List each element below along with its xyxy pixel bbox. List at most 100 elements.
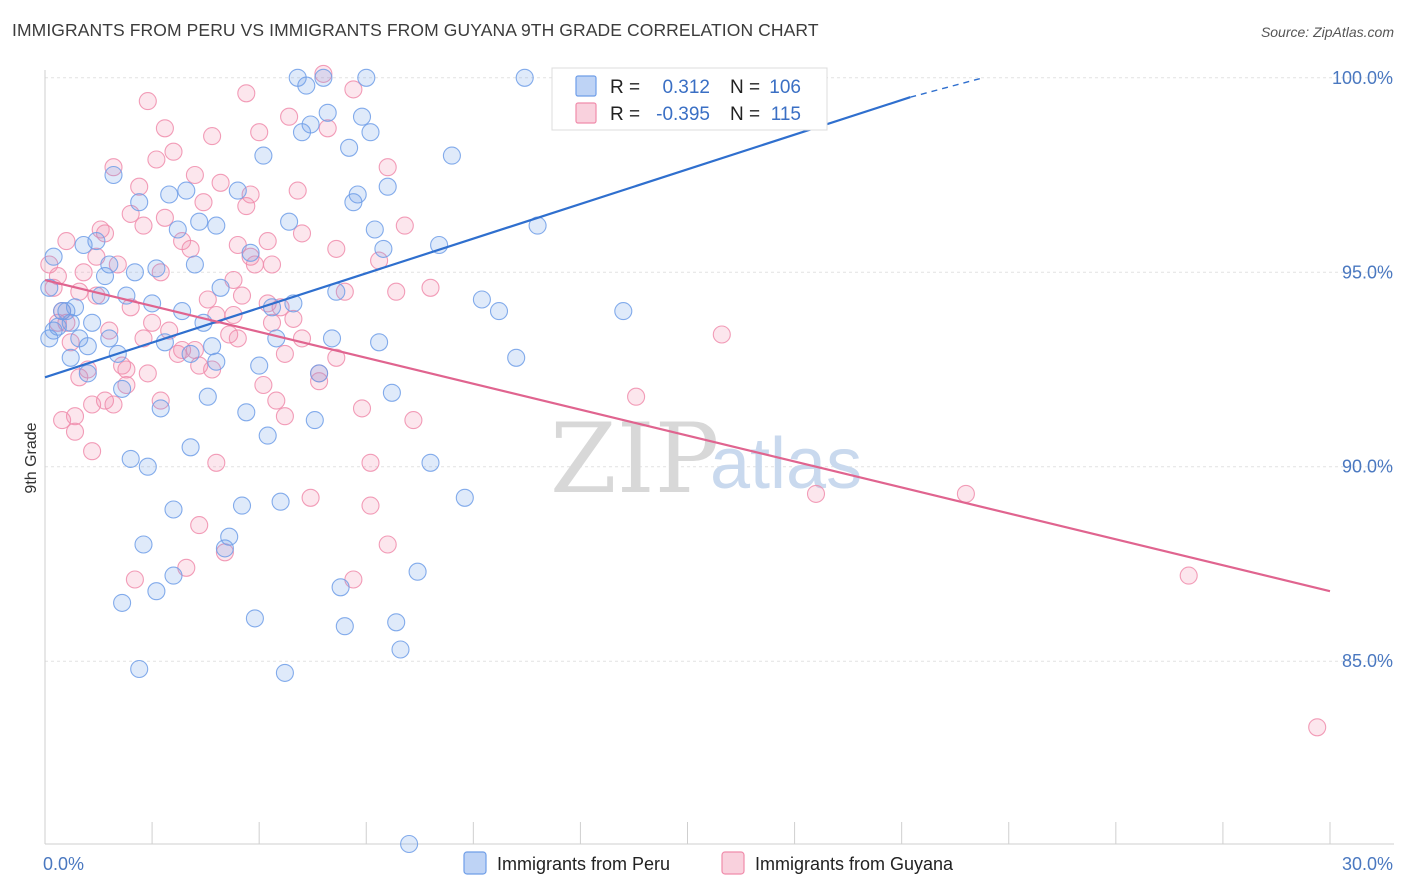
peru-point	[442, 146, 461, 165]
series-peru-points	[40, 68, 663, 854]
peru-point	[147, 259, 166, 278]
guyana-point	[220, 325, 239, 344]
guyana-point	[956, 484, 975, 503]
peru-point	[472, 290, 491, 309]
guyana-point	[395, 216, 414, 235]
peru-point	[275, 663, 294, 682]
guyana-point	[262, 255, 282, 274]
trendline-peru	[44, 96, 911, 379]
guyana-point	[318, 119, 337, 138]
peru-point	[207, 352, 226, 371]
legend-box	[551, 67, 828, 131]
guyana-point	[1179, 566, 1198, 585]
peru-point	[130, 193, 149, 212]
bottom-legend-swatch-peru	[463, 851, 487, 875]
peru-point	[211, 278, 230, 297]
peru-point	[185, 255, 204, 274]
guyana-point	[125, 570, 144, 589]
guyana-point	[378, 535, 397, 554]
guyana-point	[61, 333, 80, 352]
guyana-point	[237, 197, 256, 216]
guyana-point	[267, 391, 286, 410]
guyana-point	[138, 92, 157, 111]
guyana-point	[292, 224, 312, 243]
peru-point	[164, 500, 183, 519]
legend-n-value-peru: 106	[769, 77, 801, 98]
guyana-point	[258, 232, 277, 251]
peru-point	[100, 255, 119, 274]
peru-point	[352, 107, 372, 126]
guyana-point	[314, 64, 333, 83]
peru-point	[61, 348, 80, 367]
guyana-point	[134, 216, 153, 235]
peru-point	[455, 488, 474, 507]
guyana-point	[130, 177, 149, 196]
guyana-point	[421, 278, 440, 297]
guyana-point	[57, 232, 76, 251]
x-tick-label-min: 0.0%	[43, 854, 84, 874]
guyana-point	[387, 282, 406, 301]
peru-point	[147, 582, 166, 601]
peru-point	[408, 562, 427, 581]
bottom-legend-swatch-guyana	[721, 851, 745, 875]
peru-point	[134, 535, 153, 554]
guyana-point	[70, 368, 89, 387]
legend-swatch-peru	[575, 75, 597, 97]
peru-point	[160, 185, 179, 204]
peru-point	[614, 302, 633, 321]
peru-point	[254, 146, 273, 165]
x-tick-label-max: 30.0%	[1342, 854, 1393, 874]
peru-point	[198, 387, 217, 406]
peru-point	[374, 239, 393, 258]
peru-point	[44, 247, 63, 266]
guyana-point	[361, 453, 380, 472]
peru-point	[181, 344, 200, 363]
peru-point	[168, 220, 187, 239]
guyana-point	[310, 372, 329, 391]
legend-n-label-guyana: N =	[730, 104, 760, 125]
guyana-point	[147, 150, 166, 169]
peru-point	[181, 438, 200, 457]
guyana-point	[241, 247, 260, 266]
peru-point	[83, 313, 102, 332]
guyana-point	[378, 158, 397, 177]
peru-point	[61, 313, 80, 332]
y-tick-label-90: 90.0%	[1342, 457, 1393, 477]
peru-point	[361, 123, 380, 142]
peru-point	[125, 263, 144, 282]
guyana-point	[275, 344, 294, 363]
peru-point	[258, 426, 277, 445]
guyana-point	[228, 329, 247, 348]
peru-point	[95, 267, 115, 286]
peru-point	[370, 333, 389, 352]
guyana-point	[301, 488, 320, 507]
guyana-point	[155, 208, 174, 227]
guyana-point	[100, 321, 119, 340]
bottom-legend-label-guyana: Immigrants from Guyana	[755, 854, 954, 874]
guyana-point	[65, 422, 85, 441]
peru-point	[314, 68, 333, 87]
guyana-point	[327, 348, 346, 367]
trendlines	[44, 77, 1331, 593]
legend-r-label-peru: R =	[610, 77, 640, 98]
guyana-point	[207, 453, 226, 472]
peru-point	[305, 411, 324, 430]
guyana-point	[173, 232, 192, 251]
peru-point	[340, 138, 359, 157]
legend-n-label-peru: N =	[730, 77, 760, 98]
guyana-point	[280, 107, 299, 126]
guyana-point	[74, 263, 93, 282]
peru-point	[241, 243, 260, 262]
peru-point	[318, 103, 337, 122]
x-axis-ticks	[44, 822, 1331, 844]
peru-point	[130, 659, 149, 679]
guyana-point	[83, 442, 102, 461]
peru-point	[297, 76, 316, 95]
peru-point	[151, 399, 170, 418]
guyana-point	[104, 395, 123, 414]
legend: R = 0.312 N = 106 R = -0.395 N = 115	[551, 67, 828, 131]
peru-point	[220, 527, 239, 546]
guyana-point	[232, 286, 252, 305]
peru-point	[228, 181, 247, 200]
